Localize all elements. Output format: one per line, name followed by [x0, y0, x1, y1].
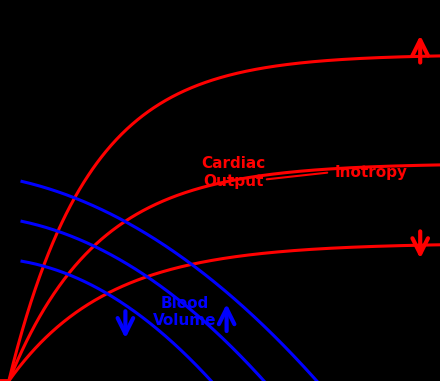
Text: Inotropy: Inotropy — [334, 165, 407, 180]
Text: Blood
Volume: Blood Volume — [153, 296, 216, 328]
Text: Cardiac
Output: Cardiac Output — [201, 156, 265, 189]
